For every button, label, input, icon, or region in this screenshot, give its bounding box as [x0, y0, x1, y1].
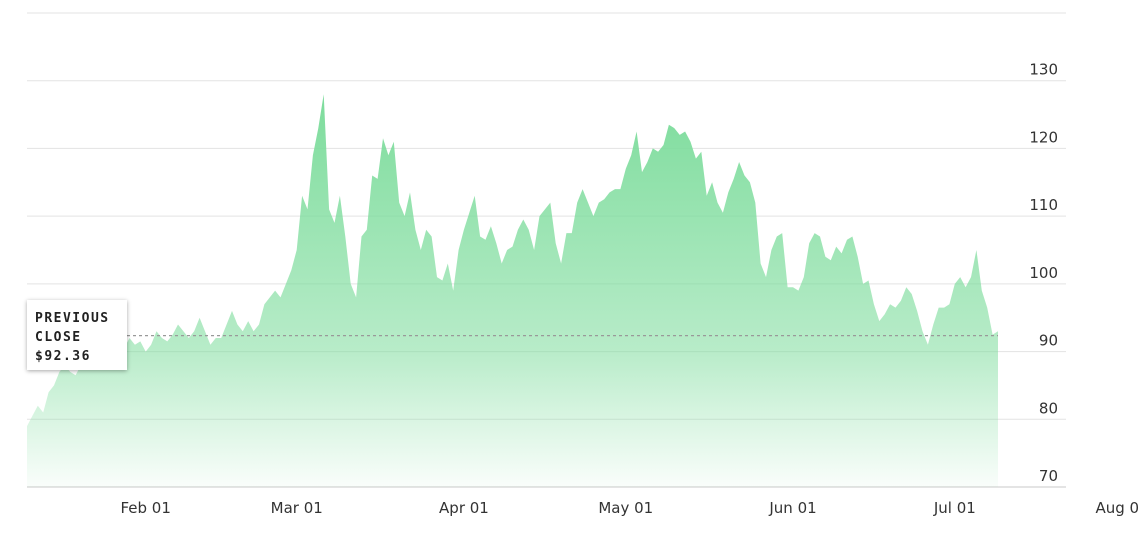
- x-tick-label: Aug 01: [1095, 499, 1138, 517]
- previous-close-label: PREVIOUS CLOSE $92.36: [27, 300, 127, 370]
- previous-close-label-line2: CLOSE: [35, 330, 82, 345]
- y-tick-label: 70: [1039, 467, 1058, 485]
- previous-close-label-value: $92.36: [35, 349, 91, 364]
- x-tick-label: Apr 01: [439, 499, 489, 517]
- y-tick-label: 130: [1029, 61, 1058, 79]
- y-tick-label: 90: [1039, 332, 1058, 350]
- x-axis: Feb 01 Mar 01 Apr 01 May 01 Jun 01 Jul 01 Aug …: [120, 499, 1138, 517]
- x-tick-label: Feb 01: [120, 499, 170, 517]
- y-tick-label: 120: [1029, 128, 1058, 146]
- price-area-series: [27, 94, 998, 488]
- previous-close-label-line1: PREVIOUS: [35, 311, 110, 326]
- x-tick-label: Jul 01: [933, 499, 976, 517]
- x-tick-label: Mar 01: [271, 499, 323, 517]
- y-tick-label: 110: [1029, 196, 1058, 214]
- y-tick-label: 80: [1039, 399, 1058, 417]
- x-tick-label: Jun 01: [768, 499, 816, 517]
- x-tick-label: May 01: [598, 499, 653, 517]
- y-tick-label: 100: [1029, 264, 1058, 282]
- price-area: [27, 94, 998, 488]
- y-axis: 70 80 90 100 110 120 130: [1029, 61, 1058, 485]
